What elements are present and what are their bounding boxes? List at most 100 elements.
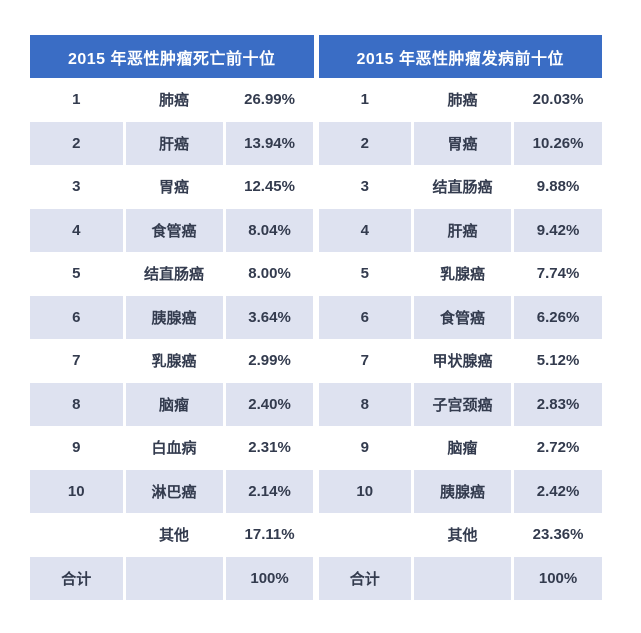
percent-cell: 9.42% — [514, 208, 602, 252]
cancer-name-cell: 胰腺癌 — [414, 469, 512, 513]
cancer-name-cell: 子宫颈癌 — [414, 382, 512, 426]
rank-cell: 6 — [30, 295, 123, 339]
percent-cell: 23.36% — [532, 526, 584, 544]
table-row: 8 脑瘤 2.40% — [30, 382, 314, 426]
rank-cell — [30, 513, 123, 557]
percent-cell: 2.42% — [514, 469, 602, 513]
percent-cell: 3.64% — [225, 295, 314, 339]
cancer-name-cell: 结直肠癌 — [144, 266, 205, 284]
percent-cell: 8.00% — [248, 265, 291, 283]
cancer-name-cell — [414, 556, 512, 600]
table-row: 10 淋巴癌 2.14% — [30, 469, 314, 513]
cancer-name-cell: 食管癌 — [125, 208, 223, 252]
cancer-name-cell: 其他 — [447, 527, 478, 545]
table-row: 2 胃癌 10.26% — [318, 121, 602, 165]
table-row: 合计 100% — [318, 556, 602, 600]
cancer-name-cell: 肺癌 — [159, 92, 190, 110]
percent-cell: 2.40% — [225, 382, 314, 426]
rank-cell — [319, 513, 412, 557]
rank-cell: 5 — [360, 265, 369, 283]
rank-cell: 4 — [318, 208, 411, 252]
rank-cell: 7 — [72, 352, 81, 370]
percent-cell: 2.31% — [248, 439, 291, 457]
percent-cell: 9.88% — [536, 178, 580, 196]
percent-cell: 26.99% — [244, 91, 295, 109]
table-row: 7 乳腺癌 2.99% — [30, 339, 314, 383]
rank-cell: 3 — [360, 178, 369, 196]
table-row: 6 胰腺癌 3.64% — [30, 295, 314, 339]
percent-cell: 100% — [514, 556, 602, 600]
cancer-name-cell: 脑瘤 — [125, 382, 223, 426]
rank-cell: 8 — [318, 382, 411, 426]
percent-cell: 17.11% — [244, 526, 295, 544]
cancer-name-cell: 胰腺癌 — [125, 295, 223, 339]
cancer-name-cell: 肝癌 — [125, 121, 223, 165]
percent-cell: 10.26% — [514, 121, 602, 165]
cancer-statistics-tables: 2015 年恶性肿瘤死亡前十位 1 肺癌 26.99% 2 肝癌 13.94% 3 胃癌 12.… — [30, 35, 602, 600]
cancer-name-cell: 胃癌 — [414, 121, 512, 165]
rank-cell: 8 — [30, 382, 123, 426]
rank-cell: 5 — [72, 265, 81, 283]
rank-cell: 3 — [72, 178, 81, 196]
cancer-name-cell: 肺癌 — [447, 92, 478, 110]
cancer-name-cell: 乳腺癌 — [440, 266, 486, 284]
incidence-table-title: 2015 年恶性肿瘤发病前十位 — [318, 35, 602, 78]
table-row: 3 胃癌 12.45% — [30, 165, 314, 209]
table-row: 1 肺癌 20.03% — [318, 78, 602, 122]
rank-cell: 9 — [360, 439, 369, 457]
rank-cell: 2 — [318, 121, 411, 165]
percent-cell: 5.12% — [536, 352, 580, 370]
cancer-name-cell: 乳腺癌 — [151, 353, 197, 371]
cancer-name-cell: 结直肠癌 — [432, 179, 493, 197]
rank-cell: 7 — [360, 352, 369, 370]
table-row: 6 食管癌 6.26% — [318, 295, 602, 339]
rank-cell: 合计 — [318, 556, 411, 600]
rank-cell: 4 — [30, 208, 123, 252]
cancer-name-cell: 脑瘤 — [447, 440, 478, 458]
incidence-table: 2015 年恶性肿瘤发病前十位 1 肺癌 20.03% 2 胃癌 10.26% 3 结直肠癌 9… — [318, 35, 602, 600]
rank-cell: 9 — [72, 439, 81, 457]
mortality-table-rows: 1 肺癌 26.99% 2 肝癌 13.94% 3 胃癌 12.45% 4 食管癌 8.04% 5 结直肠… — [30, 78, 314, 600]
percent-cell: 8.04% — [225, 208, 314, 252]
rank-cell: 6 — [318, 295, 411, 339]
percent-cell: 2.14% — [225, 469, 314, 513]
table-row: 7 甲状腺癌 5.12% — [318, 339, 602, 383]
incidence-table-rows: 1 肺癌 20.03% 2 胃癌 10.26% 3 结直肠癌 9.88% 4 肝癌 9.42% 5 乳腺癌… — [318, 78, 602, 600]
table-row: 5 乳腺癌 7.74% — [318, 252, 602, 296]
rank-cell: 10 — [30, 469, 123, 513]
cancer-name-cell: 淋巴癌 — [125, 469, 223, 513]
percent-cell: 13.94% — [225, 121, 314, 165]
table-row: 10 胰腺癌 2.42% — [318, 469, 602, 513]
table-row: 2 肝癌 13.94% — [30, 121, 314, 165]
cancer-name-cell: 食管癌 — [414, 295, 512, 339]
percent-cell: 2.72% — [536, 439, 580, 457]
table-row: 合计 100% — [30, 556, 314, 600]
rank-cell: 10 — [318, 469, 411, 513]
percent-cell: 100% — [225, 556, 314, 600]
rank-cell: 1 — [72, 91, 81, 109]
cancer-name-cell: 胃癌 — [159, 179, 190, 197]
table-row: 4 食管癌 8.04% — [30, 208, 314, 252]
cancer-name-cell: 其他 — [159, 527, 190, 545]
rank-cell: 2 — [30, 121, 123, 165]
cancer-name-cell: 白血病 — [151, 440, 197, 458]
table-row: 9 脑瘤 2.72% — [318, 426, 602, 470]
rank-cell: 合计 — [30, 556, 123, 600]
mortality-table: 2015 年恶性肿瘤死亡前十位 1 肺癌 26.99% 2 肝癌 13.94% 3 胃癌 12.… — [30, 35, 314, 600]
percent-cell: 7.74% — [536, 265, 580, 283]
table-row: 8 子宫颈癌 2.83% — [318, 382, 602, 426]
table-row: 5 结直肠癌 8.00% — [30, 252, 314, 296]
table-row: 其他 23.36% — [318, 513, 602, 557]
percent-cell: 20.03% — [532, 91, 584, 109]
percent-cell: 6.26% — [514, 295, 602, 339]
percent-cell: 2.99% — [248, 352, 291, 370]
cancer-name-cell: 肝癌 — [414, 208, 512, 252]
rank-cell: 1 — [360, 91, 369, 109]
table-row: 其他 17.11% — [30, 513, 314, 557]
percent-cell: 12.45% — [244, 178, 295, 196]
table-row: 1 肺癌 26.99% — [30, 78, 314, 122]
table-row: 3 结直肠癌 9.88% — [318, 165, 602, 209]
table-row: 9 白血病 2.31% — [30, 426, 314, 470]
table-row: 4 肝癌 9.42% — [318, 208, 602, 252]
mortality-table-title: 2015 年恶性肿瘤死亡前十位 — [30, 35, 314, 78]
